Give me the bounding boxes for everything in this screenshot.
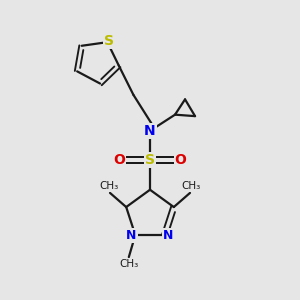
Text: N: N xyxy=(144,124,156,138)
Text: O: O xyxy=(113,153,125,167)
Text: N: N xyxy=(126,229,136,242)
Text: CH₃: CH₃ xyxy=(100,182,119,191)
Text: S: S xyxy=(145,153,155,167)
Text: N: N xyxy=(164,229,174,242)
Text: O: O xyxy=(175,153,187,167)
Text: S: S xyxy=(104,34,114,48)
Text: CH₃: CH₃ xyxy=(181,182,200,191)
Text: CH₃: CH₃ xyxy=(119,259,138,269)
